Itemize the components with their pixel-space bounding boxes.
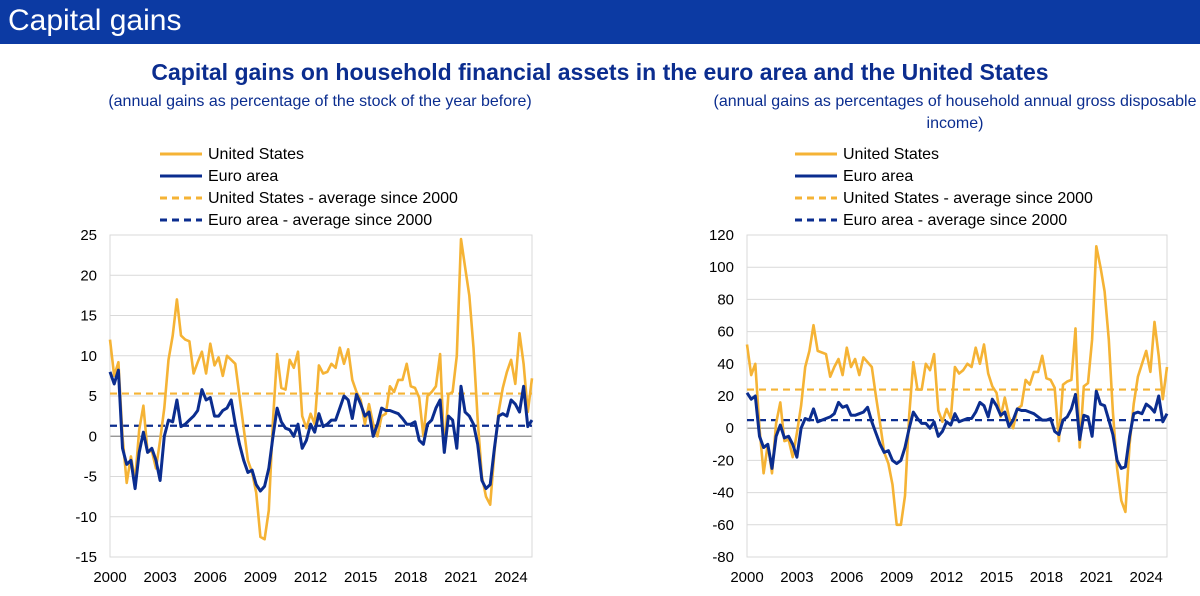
right-legend-label: Euro area - average since 2000 xyxy=(843,212,1067,229)
left-x-tick-label: 2009 xyxy=(244,569,277,586)
right-chart-subtitle: (annual gains as percentages of househol… xyxy=(713,93,1197,132)
chart-main-title: Capital gains on household financial ass… xyxy=(151,59,1049,85)
left-y-tick-label: 20 xyxy=(80,267,97,284)
right-y-tick-label: -80 xyxy=(712,549,734,566)
left-chart-subtitle: (annual gains as percentage of the stock… xyxy=(108,93,532,110)
left-legend-label: United States - average since 2000 xyxy=(208,190,458,207)
right-y-tick-label: 60 xyxy=(717,324,734,341)
right-series-euro-area xyxy=(745,389,1169,470)
left-x-tick-label: 2000 xyxy=(93,569,126,586)
left-y-tick-label: -5 xyxy=(84,469,97,486)
left-y-tick-label: -10 xyxy=(75,509,97,526)
page-title: Capital gains xyxy=(8,4,182,37)
left-y-tick-label: 15 xyxy=(80,308,97,325)
right-legend-label: United States xyxy=(843,146,939,163)
right-x-tick-label: 2021 xyxy=(1080,569,1113,586)
right-y-tick-label: 0 xyxy=(726,420,734,437)
right-x-tick-label: 2024 xyxy=(1130,569,1163,586)
right-plot-frame xyxy=(746,234,1168,558)
left-x-tick-label: 2018 xyxy=(394,569,427,586)
right-legend-label: United States - average since 2000 xyxy=(843,190,1093,207)
header-banner: Capital gains xyxy=(0,0,1200,44)
right-y-tick-label: 20 xyxy=(717,388,734,405)
right-y-tick-label: -40 xyxy=(712,485,734,502)
left-y-tick-label: 25 xyxy=(80,227,97,244)
left-legend-label: United States xyxy=(208,146,304,163)
left-x-tick-label: 2024 xyxy=(494,569,527,586)
left-y-tick-label: -15 xyxy=(75,549,97,566)
left-y-tick-label: 10 xyxy=(80,348,97,365)
left-x-tick-label: 2021 xyxy=(444,569,477,586)
left-legend-label: Euro area - average since 2000 xyxy=(208,212,432,229)
left-legend-label: Euro area xyxy=(208,168,278,185)
left-y-tick-label: 5 xyxy=(89,388,97,405)
right-x-tick-label: 2003 xyxy=(780,569,813,586)
right-legend-label: Euro area xyxy=(843,168,913,185)
right-x-tick-label: 2000 xyxy=(730,569,763,586)
left-x-tick-label: 2015 xyxy=(344,569,377,586)
right-y-tick-label: 100 xyxy=(709,259,734,276)
left-series-united-states xyxy=(108,237,534,541)
right-series-united-states xyxy=(745,245,1169,527)
left-x-tick-label: 2003 xyxy=(143,569,176,586)
right-x-tick-label: 2012 xyxy=(930,569,963,586)
right-y-tick-label: -20 xyxy=(712,452,734,469)
left-series-euro-area xyxy=(108,368,534,493)
left-plot-frame xyxy=(109,234,533,558)
right-y-tick-label: -60 xyxy=(712,517,734,534)
right-y-tick-label: 120 xyxy=(709,227,734,244)
right-x-tick-label: 2018 xyxy=(1030,569,1063,586)
right-y-tick-label: 80 xyxy=(717,291,734,308)
left-x-tick-label: 2006 xyxy=(194,569,227,586)
right-x-tick-label: 2006 xyxy=(830,569,863,586)
right-y-tick-label: 40 xyxy=(717,356,734,373)
left-y-tick-label: 0 xyxy=(89,428,97,445)
left-x-tick-label: 2012 xyxy=(294,569,327,586)
right-x-tick-label: 2009 xyxy=(880,569,913,586)
right-x-tick-label: 2015 xyxy=(980,569,1013,586)
